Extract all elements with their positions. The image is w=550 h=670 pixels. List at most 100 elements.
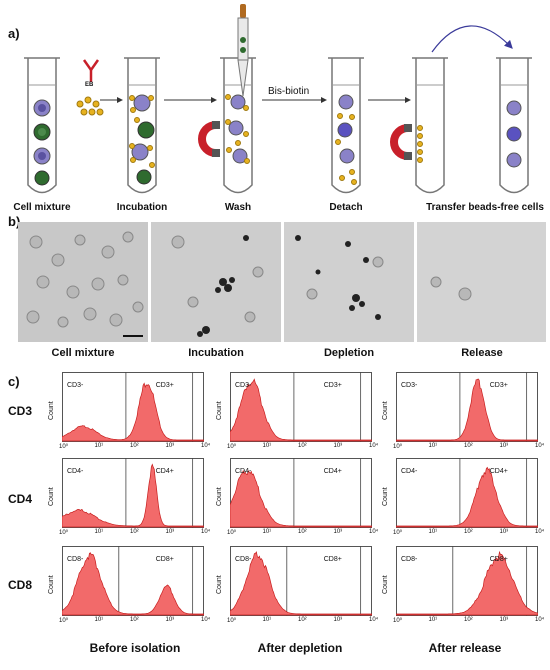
panel-label-b: b)	[8, 214, 21, 229]
x-tick-label: 10⁰	[59, 530, 69, 536]
tube-detach	[328, 57, 364, 194]
step-label-detach: Detach	[329, 202, 363, 213]
micrograph-strip	[18, 222, 546, 342]
cells-released	[506, 100, 522, 168]
gate-label-negative: CD8-	[401, 556, 418, 563]
histogram-area	[396, 550, 538, 616]
magnet-icon	[390, 124, 412, 160]
pipette-icon	[237, 4, 249, 97]
gate-label-negative: CD8-	[235, 556, 252, 563]
y-axis-label: Count	[48, 487, 55, 506]
histogram-area	[62, 552, 204, 616]
histogram-cd3-2	[230, 372, 372, 442]
step-label-wash: Wash	[224, 202, 252, 213]
column-label-after-release: After release	[428, 641, 502, 655]
x-tick-label: 10⁴	[535, 529, 545, 535]
x-tick-label: 10⁴	[369, 529, 379, 535]
gate-label-positive: CD4+	[489, 468, 508, 475]
bis-biotin-label: Bis-biotin	[268, 86, 310, 97]
y-axis-label: Count	[216, 487, 223, 506]
histogram-cd4-3	[396, 458, 538, 528]
step-label-incubation: Incubation	[116, 202, 168, 213]
x-tick-label: 10⁰	[393, 444, 403, 450]
gate-label-positive: CD4+	[323, 468, 342, 475]
bead-cluster	[417, 125, 423, 163]
x-tick-label: 10⁰	[227, 444, 237, 450]
x-tick-label: 10¹	[262, 443, 272, 449]
magnet-icon	[198, 121, 220, 157]
y-axis-label: Count	[216, 575, 223, 594]
x-tick-label: 10¹	[262, 529, 272, 535]
x-tick-label: 10¹	[262, 617, 272, 623]
histogram-cd8-2	[230, 546, 372, 616]
histogram-cd8-1	[62, 546, 204, 616]
x-tick-label: 10⁰	[227, 618, 237, 624]
histogram-area	[230, 469, 372, 528]
tube-transfer-right	[496, 57, 532, 194]
eb-label: EB	[85, 82, 94, 88]
x-tick-label: 10³	[499, 443, 509, 449]
histogram-cd4-2	[230, 458, 372, 528]
gate-label-positive: CD8+	[489, 556, 508, 563]
histogram-frame	[396, 458, 538, 528]
histogram-area	[230, 378, 372, 442]
gate-label-negative: CD3-	[67, 382, 84, 389]
cells-incubation	[129, 94, 155, 185]
x-tick-label: 10¹	[94, 443, 104, 449]
histogram-cd3-1	[62, 372, 204, 442]
histogram-area	[230, 551, 372, 616]
x-tick-label: 10³	[165, 443, 175, 449]
x-tick-label: 10³	[499, 617, 509, 623]
gate-label-negative: CD4-	[401, 468, 418, 475]
x-tick-label: 10³	[499, 529, 509, 535]
gate-label-positive: CD8+	[323, 556, 342, 563]
gate-label-negative: CD4-	[67, 468, 84, 475]
histogram-area	[396, 466, 538, 528]
x-tick-label: 10²	[464, 443, 473, 449]
gate-label-negative: CD3-	[401, 382, 418, 389]
y-axis-label: Count	[48, 575, 55, 594]
x-tick-label: 10¹	[428, 443, 438, 449]
x-tick-label: 10²	[298, 443, 307, 449]
gate-label-negative: CD8-	[67, 556, 84, 563]
y-axis-label: Count	[382, 575, 389, 594]
x-tick-label: 10²	[130, 617, 139, 623]
cells-detach	[335, 94, 357, 185]
x-tick-label: 10¹	[428, 529, 438, 535]
histogram-area	[396, 378, 538, 442]
antibody-icon	[82, 59, 100, 82]
micrograph-label-cell-mixture: Cell mixture	[51, 347, 115, 359]
gate-label-positive: CD3+	[323, 382, 342, 389]
bead-cluster	[76, 96, 104, 116]
y-axis-label: Count	[382, 401, 389, 420]
x-tick-label: 10²	[298, 617, 307, 623]
step-label-transfer: Transfer beads-free cells	[426, 202, 544, 213]
gate-label-positive: CD3+	[489, 382, 508, 389]
x-tick-label: 10¹	[428, 617, 438, 623]
gate-label-negative: CD4-	[235, 468, 252, 475]
x-tick-label: 10¹	[94, 529, 104, 535]
micrograph-cells	[26, 231, 472, 328]
histogram-cd3-3	[396, 372, 538, 442]
column-label-before-isolation: Before isolation	[89, 641, 181, 655]
x-tick-label: 10⁴	[369, 443, 379, 449]
x-tick-label: 10²	[130, 443, 139, 449]
x-tick-label: 10³	[165, 617, 175, 623]
row-label-cd3: CD3	[8, 404, 33, 418]
x-tick-label: 10⁰	[59, 444, 69, 450]
schematic-diagram	[24, 4, 532, 194]
x-tick-label: 10⁴	[369, 617, 379, 623]
x-tick-label: 10⁰	[393, 618, 403, 624]
histogram-area	[62, 382, 204, 442]
x-tick-label: 10³	[333, 529, 343, 535]
micrograph-label-depletion: Depletion	[323, 347, 375, 359]
x-tick-label: 10⁰	[393, 530, 403, 536]
histogram-cd4-1	[62, 458, 204, 528]
x-tick-label: 10¹	[94, 617, 104, 623]
panel-label-c: c)	[8, 374, 20, 389]
x-tick-label: 10⁴	[201, 617, 211, 623]
x-tick-label: 10³	[333, 443, 343, 449]
y-axis-label: Count	[382, 487, 389, 506]
x-tick-label: 10³	[165, 529, 175, 535]
cells-mixture	[33, 99, 51, 186]
